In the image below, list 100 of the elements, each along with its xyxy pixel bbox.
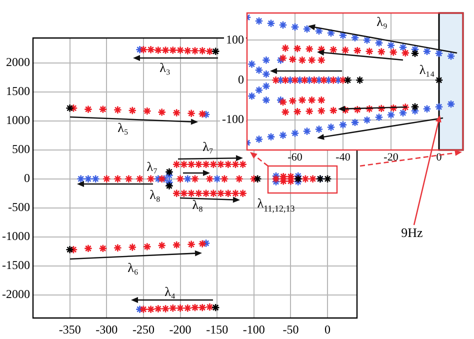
point xyxy=(310,76,318,84)
x-tick-label: 0 xyxy=(324,322,331,336)
point xyxy=(410,49,420,58)
point xyxy=(164,168,174,176)
point xyxy=(317,106,326,116)
x-tick-label: -100 xyxy=(242,322,265,336)
point xyxy=(254,134,264,144)
point xyxy=(300,76,309,84)
point xyxy=(314,76,324,84)
point xyxy=(401,103,410,112)
point xyxy=(410,102,420,112)
y-tick-label: 1000 xyxy=(6,113,30,128)
point xyxy=(293,44,302,53)
x-tick-label: -20 xyxy=(384,151,399,164)
point xyxy=(353,105,362,114)
point xyxy=(253,174,262,184)
y-tick-label: -1000 xyxy=(2,228,30,243)
point xyxy=(389,48,398,56)
annotation: λ$_{11,12,13}$ xyxy=(257,196,295,216)
point xyxy=(290,76,300,84)
point xyxy=(266,19,276,28)
annotation: λ₁₄ xyxy=(419,62,435,78)
point xyxy=(298,96,306,104)
x-tick-label: -40 xyxy=(336,151,351,164)
annotation: λ₄ xyxy=(164,284,176,299)
point xyxy=(320,76,328,84)
point xyxy=(314,124,324,134)
point xyxy=(324,76,333,84)
x-tick-label: -350 xyxy=(58,322,81,336)
y-tick-label: 0 xyxy=(238,72,244,86)
point xyxy=(266,132,276,142)
point xyxy=(262,56,270,64)
point xyxy=(302,126,312,136)
point xyxy=(386,41,396,50)
point xyxy=(248,60,256,68)
point xyxy=(308,56,316,64)
y-tick-label: 1500 xyxy=(6,84,30,98)
point xyxy=(362,116,372,124)
point xyxy=(76,174,86,184)
point xyxy=(211,303,220,312)
y-tick-label: 2000 xyxy=(6,55,30,70)
point xyxy=(386,110,396,120)
point xyxy=(298,56,306,64)
point xyxy=(422,47,432,56)
point xyxy=(434,49,444,58)
point xyxy=(281,44,290,52)
point xyxy=(278,98,288,106)
annotation: λ₇ xyxy=(146,158,158,174)
point xyxy=(278,20,288,30)
point xyxy=(211,47,220,56)
x-tick-label: -200 xyxy=(169,322,192,336)
point xyxy=(374,113,384,122)
point xyxy=(91,174,100,184)
y-tick-label: 0 xyxy=(24,171,30,186)
point xyxy=(323,174,332,184)
annotation: λ₈ xyxy=(150,187,160,202)
point xyxy=(248,92,256,100)
point xyxy=(317,56,326,64)
point xyxy=(66,104,74,112)
point xyxy=(377,47,386,56)
x-tick-label: -150 xyxy=(206,322,228,336)
point xyxy=(365,104,374,114)
text: 9Hz xyxy=(401,225,423,240)
point xyxy=(314,26,324,36)
point xyxy=(183,174,192,184)
point xyxy=(290,22,300,32)
y-tick-label: -500 xyxy=(8,200,30,214)
point xyxy=(434,102,444,112)
annotation: λ₉ xyxy=(376,14,388,29)
annotation: λ₆ xyxy=(128,260,138,275)
point xyxy=(276,76,285,84)
point xyxy=(290,128,300,138)
point xyxy=(293,107,302,116)
annotation: λ₇ xyxy=(202,139,214,154)
point xyxy=(398,108,408,118)
y-tick-label: -2000 xyxy=(2,286,30,301)
point xyxy=(338,31,348,40)
y-tick-label: 500 xyxy=(12,142,30,156)
point xyxy=(278,130,288,140)
point xyxy=(350,34,360,42)
point xyxy=(338,76,348,84)
point xyxy=(356,76,364,84)
point xyxy=(389,104,398,112)
y-tick-label: -100 xyxy=(222,112,244,126)
point xyxy=(341,106,350,114)
point xyxy=(344,76,352,84)
point xyxy=(305,76,314,84)
point xyxy=(278,54,288,62)
point xyxy=(276,56,285,64)
point xyxy=(308,96,316,104)
point xyxy=(281,108,290,116)
point xyxy=(288,96,297,106)
x-tick-label: -60 xyxy=(288,151,303,164)
point xyxy=(276,96,285,104)
point xyxy=(350,118,360,127)
point xyxy=(262,70,270,78)
annotation: λ₅ xyxy=(118,120,128,135)
point xyxy=(338,120,348,130)
point xyxy=(305,107,314,116)
point xyxy=(329,76,338,84)
